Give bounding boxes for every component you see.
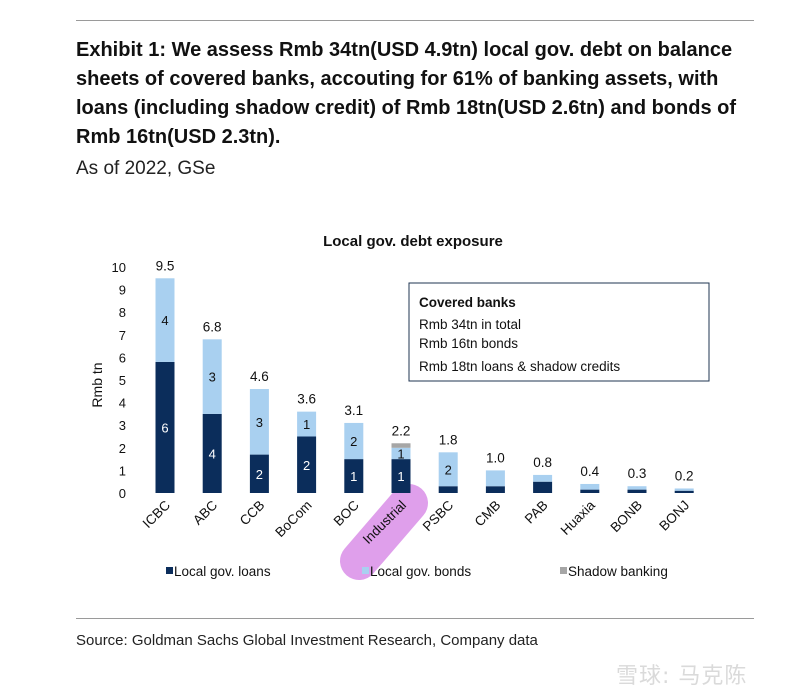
x-tick-label-pab: PAB: [522, 498, 551, 527]
bar-ccb-local-gov-loans: [249, 454, 269, 493]
bar-cmb-local-gov-loans: [485, 486, 505, 493]
segment-label-ccb-local-gov-loans: 2: [256, 467, 263, 482]
segment-label-boc-local-gov-bonds: 2: [350, 434, 357, 449]
bar-pab-local-gov-bonds: [533, 474, 553, 482]
legend-swatch-local-gov-loans: [166, 567, 173, 574]
source-note: Source: Goldman Sachs Global Investment …: [76, 632, 538, 649]
y-tick-label: 3: [119, 418, 126, 433]
x-tick-label-huaxia: Huaxia: [558, 497, 599, 538]
x-tick-label-ccb: CCB: [237, 498, 268, 529]
legend-swatch-local-gov-bonds: [362, 567, 369, 574]
bar-ccb-local-gov-bonds: [249, 389, 269, 455]
segment-label-bocom-local-gov-loans: 2: [303, 458, 310, 473]
x-tick-label-bonb: BONB: [607, 498, 645, 536]
bar-bocom-local-gov-bonds: [297, 411, 317, 437]
bar-industrial-shadow-banking: [391, 443, 411, 448]
total-label-bonj: 0.2: [675, 468, 694, 483]
y-tick-label: 9: [119, 283, 126, 298]
covered-banks-line-loans: Rmb 18tn loans & shadow credits: [419, 359, 620, 374]
segment-label-industrial-local-gov-loans: 1: [397, 469, 404, 484]
chart-title: Local gov. debt exposure: [323, 233, 503, 250]
covered-banks-line-total: Rmb 34tn in total: [419, 317, 521, 332]
y-tick-label: 1: [119, 463, 126, 478]
legend-swatch-shadow-banking: [560, 567, 567, 574]
total-label-bonb: 0.3: [628, 466, 647, 481]
bar-bonj-local-gov-loans: [674, 490, 694, 493]
segment-label-psbc-local-gov-bonds: 2: [445, 462, 452, 477]
total-label-boc: 3.1: [344, 403, 363, 418]
covered-banks-box-frame: [408, 282, 710, 382]
bar-industrial-local-gov-loans: [391, 459, 411, 493]
bar-huaxia-local-gov-loans: [580, 489, 600, 493]
legend-label-shadow-banking: Shadow banking: [568, 564, 668, 579]
bar-abc-local-gov-loans: [202, 413, 222, 493]
total-label-cmb: 1.0: [486, 450, 505, 465]
bar-psbc-local-gov-loans: [438, 486, 458, 493]
y-tick-label: 7: [119, 328, 126, 343]
bar-icbc-local-gov-loans: [155, 361, 175, 493]
bar-boc-local-gov-loans: [344, 459, 364, 493]
bar-bonb-local-gov-bonds: [627, 486, 647, 490]
segment-label-ccb-local-gov-bonds: 3: [256, 415, 263, 430]
bar-cmb-local-gov-bonds: [485, 470, 505, 487]
top-rule: [76, 20, 754, 21]
bottom-rule: [76, 618, 754, 619]
y-tick-label: 8: [119, 305, 126, 320]
y-tick-label: 4: [119, 396, 126, 411]
y-tick-label: 10: [112, 260, 126, 275]
bar-psbc-local-gov-bonds: [438, 452, 458, 487]
x-tick-label-icbc: ICBC: [140, 497, 174, 531]
segment-label-industrial-local-gov-bonds: 1: [397, 446, 404, 461]
y-axis-label: Rmb tn: [89, 362, 105, 407]
total-label-psbc: 1.8: [439, 432, 458, 447]
total-label-huaxia: 0.4: [580, 464, 599, 479]
chart-legend: Local gov. loans Local gov. bonds Shadow b…: [166, 564, 668, 579]
covered-banks-line-bonds: Rmb 16tn bonds: [419, 336, 518, 351]
legend-label-local-gov-loans: Local gov. loans: [174, 564, 271, 579]
exhibit-title: Exhibit 1: We assess Rmb 34tn(USD 4.9tn)…: [76, 39, 737, 148]
y-tick-label: 5: [119, 373, 126, 388]
total-label-icbc: 9.5: [156, 258, 175, 273]
bar-industrial-local-gov-bonds: [391, 447, 411, 460]
covered-banks-box: Covered banks Rmb 34tn in total Rmb 16tn…: [408, 282, 710, 382]
x-tick-label-boc: BOC: [331, 497, 362, 528]
bar-huaxia-local-gov-bonds: [580, 483, 600, 490]
total-label-industrial: 2.2: [392, 423, 411, 438]
bar-bonj-local-gov-bonds: [674, 488, 694, 491]
highlight-marker: [340, 484, 428, 580]
covered-banks-heading: Covered banks: [419, 295, 516, 310]
legend-label-local-gov-bonds: Local gov. bonds: [370, 564, 471, 579]
segment-label-abc-local-gov-loans: 4: [209, 446, 216, 461]
x-tick-label-cmb: CMB: [472, 498, 504, 530]
segment-label-abc-local-gov-bonds: 3: [209, 370, 216, 385]
segment-label-boc-local-gov-loans: 1: [350, 469, 357, 484]
x-tick-label-bocom: BoCom: [272, 498, 314, 540]
bar-icbc-local-gov-bonds: [155, 278, 175, 362]
total-label-ccb: 4.6: [250, 369, 269, 384]
exhibit-subtitle: As of 2022, GSe: [76, 158, 216, 179]
segment-label-icbc-local-gov-loans: 6: [161, 420, 168, 435]
total-label-pab: 0.8: [533, 455, 552, 470]
y-tick-label: 0: [119, 486, 126, 501]
total-label-bocom: 3.6: [297, 392, 316, 407]
segment-label-icbc-local-gov-bonds: 4: [161, 313, 168, 328]
x-tick-label-bonj: BONJ: [656, 498, 692, 534]
bar-abc-local-gov-bonds: [202, 339, 222, 414]
y-tick-label: 6: [119, 350, 126, 365]
bar-boc-local-gov-bonds: [344, 422, 364, 460]
segment-label-bocom-local-gov-bonds: 1: [303, 417, 310, 432]
bar-bocom-local-gov-loans: [297, 436, 317, 493]
watermark: 雪球: 马克陈: [616, 664, 748, 689]
bar-pab-local-gov-loans: [533, 481, 553, 493]
total-label-abc: 6.8: [203, 319, 222, 334]
bar-bonb-local-gov-loans: [627, 489, 647, 493]
y-tick-label: 2: [119, 441, 126, 456]
x-tick-label-abc: ABC: [190, 497, 220, 527]
